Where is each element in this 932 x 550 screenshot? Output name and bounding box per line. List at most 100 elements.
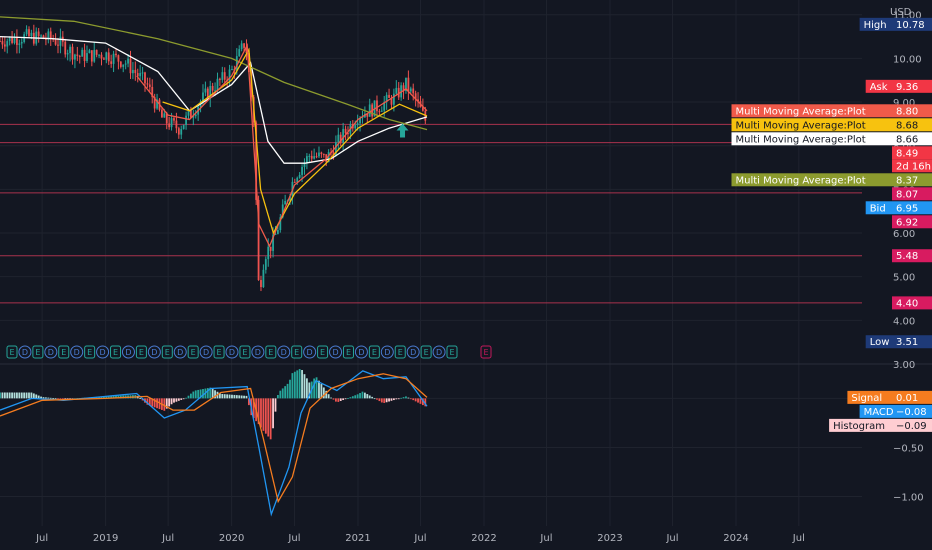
- candle-body: [122, 64, 125, 67]
- histogram-bar: [368, 395, 371, 399]
- dividend-event-icon[interactable]: D: [199, 345, 213, 359]
- event-marker-letter: D: [410, 348, 416, 357]
- dividend-event-icon[interactable]: D: [406, 345, 420, 359]
- candle-body: [8, 36, 11, 42]
- histogram-bar: [296, 370, 299, 399]
- histogram-bar: [211, 388, 214, 399]
- dividend-event-icon[interactable]: D: [303, 345, 317, 359]
- dividend-event-icon[interactable]: D: [277, 345, 291, 359]
- price-label-value-box: [892, 187, 932, 201]
- dividend-event-icon[interactable]: D: [225, 345, 239, 359]
- histogram-bar: [49, 397, 52, 399]
- candle-body: [289, 196, 291, 201]
- dividend-event-icon[interactable]: D: [18, 345, 32, 359]
- earnings-event-icon[interactable]: E: [58, 345, 70, 359]
- candle-body: [16, 37, 18, 45]
- price-label-name-box: [731, 118, 892, 132]
- price-label: 8.68 Multi Moving Average:Plot: [731, 118, 932, 132]
- dividend-event-icon[interactable]: D: [380, 345, 394, 359]
- price-label-value: 4.40: [896, 298, 918, 309]
- earnings-event-icon[interactable]: E: [368, 345, 380, 359]
- event-marker-frame: [329, 345, 343, 359]
- dividend-event-icon[interactable]: D: [354, 345, 368, 359]
- candle-body: [320, 152, 323, 155]
- time-tick-label: Jul: [413, 533, 426, 544]
- price-label-value-box: [892, 173, 932, 187]
- earnings-event-icon[interactable]: E: [239, 345, 251, 359]
- price-tick-label: 9.00: [893, 98, 915, 109]
- candle-body: [6, 41, 9, 47]
- dividend-event-icon[interactable]: D: [147, 345, 161, 359]
- candle-body: [69, 46, 71, 54]
- histogram-bar: [397, 398, 400, 400]
- candle-body: [151, 86, 154, 98]
- earnings-event-icon[interactable]: E: [161, 345, 173, 359]
- earnings-event-icon[interactable]: E: [265, 345, 277, 359]
- price-label-name-box: [731, 173, 892, 187]
- candle-body: [175, 120, 178, 129]
- event-marker-frame: [303, 345, 317, 359]
- histogram-bar: [54, 398, 57, 400]
- earnings-event-icon[interactable]: E: [110, 345, 122, 359]
- earnings-event-icon[interactable]: E: [446, 345, 458, 359]
- price-label: 8.37 Multi Moving Average:Plot: [731, 173, 932, 187]
- dividend-event-icon[interactable]: D: [329, 345, 343, 359]
- candle-body: [88, 50, 91, 54]
- dividend-event-icon[interactable]: D: [44, 345, 58, 359]
- dividend-event-icon[interactable]: D: [173, 345, 187, 359]
- dividend-event-icon[interactable]: D: [432, 345, 446, 359]
- candle-body: [272, 234, 274, 251]
- earnings-event-icon[interactable]: E: [84, 345, 96, 359]
- earnings-event-icon[interactable]: E: [187, 345, 199, 359]
- time-tick-label: 2023: [597, 533, 622, 544]
- earnings-event-icon[interactable]: E: [480, 345, 492, 359]
- event-marker-letter: E: [372, 348, 377, 357]
- histogram-bar: [289, 379, 291, 399]
- price-label: 8.07: [892, 187, 932, 201]
- candle-body: [267, 246, 270, 260]
- histogram-bar: [223, 394, 226, 399]
- moving-average-line: [0, 16, 428, 131]
- earnings-event-icon[interactable]: E: [135, 345, 147, 359]
- histogram-bar: [308, 382, 311, 399]
- earnings-event-icon[interactable]: E: [342, 345, 354, 359]
- earnings-event-icon[interactable]: E: [213, 345, 225, 359]
- histogram-bar: [139, 398, 142, 399]
- candle-body: [296, 177, 299, 183]
- histogram-bar: [305, 378, 308, 399]
- candle-body: [376, 100, 378, 112]
- dividend-event-icon[interactable]: D: [251, 345, 265, 359]
- event-marker-frame: [380, 345, 394, 359]
- earnings-event-icon[interactable]: E: [32, 345, 44, 359]
- candle-body: [417, 99, 419, 102]
- histogram-bar: [153, 398, 156, 408]
- time-axis[interactable]: Jul 2019 Jul 2020 Jul 2021 Jul 2022 Jul 2023 Jul 20…: [35, 533, 805, 544]
- dividend-event-icon[interactable]: D: [70, 345, 84, 359]
- earnings-event-icon[interactable]: E: [291, 345, 303, 359]
- histogram-bar: [332, 398, 335, 400]
- histogram-bar: [1, 392, 4, 399]
- currency-label: USD: [890, 7, 912, 18]
- candle-body: [190, 110, 192, 118]
- earnings-event-icon[interactable]: E: [6, 345, 18, 359]
- candle-body: [47, 31, 50, 40]
- candle-body: [260, 280, 262, 288]
- candle-body: [163, 113, 166, 118]
- candle-body: [112, 53, 115, 64]
- earnings-event-icon[interactable]: E: [317, 345, 329, 359]
- candle-body: [57, 44, 59, 46]
- candle-body: [37, 31, 40, 37]
- candle-body: [1, 41, 4, 45]
- earnings-event-icon[interactable]: E: [394, 345, 406, 359]
- histogram-bar: [337, 398, 340, 402]
- histogram-bar: [156, 398, 158, 409]
- dividend-event-icon[interactable]: D: [121, 345, 135, 359]
- event-marker-frame: [161, 345, 173, 359]
- dividend-event-icon[interactable]: D: [96, 345, 110, 359]
- histogram-bar: [269, 398, 272, 440]
- moving-average-line: [136, 42, 428, 248]
- histogram-bar: [257, 398, 260, 425]
- earnings-event-icon[interactable]: E: [420, 345, 432, 359]
